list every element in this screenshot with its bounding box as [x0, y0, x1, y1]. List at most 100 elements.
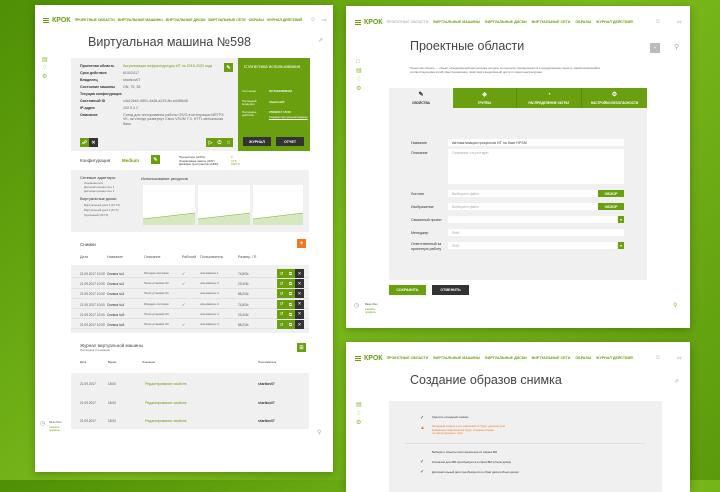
project-select[interactable]: Сбербанк Казахстана — [448, 216, 617, 223]
save-button[interactable]: СОХРАНИТЬ — [389, 285, 426, 295]
col-header[interactable]: Описание — [144, 255, 161, 259]
table-row[interactable]: 21.09.2017 10:00 Снимок №3 После установ… — [71, 289, 309, 299]
browse-logo-button[interactable]: ОБЗОР — [598, 190, 624, 197]
check-icon[interactable]: ✓ — [182, 271, 186, 276]
export-icon[interactable]: ⇗ — [674, 379, 680, 385]
folder-icon[interactable]: □ — [356, 59, 360, 65]
table-row[interactable]: 21.09.2017 18:00 Редактирование свойств … — [71, 377, 309, 391]
description-input[interactable]: Описание отсутствует — [448, 149, 624, 184]
copy-icon[interactable]: ⧉ — [286, 299, 295, 309]
restore-icon[interactable]: ↺ — [277, 309, 286, 319]
copy-icon[interactable]: ⧉ — [286, 279, 295, 289]
edit-button[interactable]: ✎ — [224, 63, 233, 72]
nav-item[interactable]: ЖУРНАЛ ДЕЙСТВИЙ — [596, 20, 633, 24]
stats-icon[interactable]: ▤ — [356, 402, 362, 408]
add-button[interactable]: + — [650, 43, 660, 53]
nav-item[interactable]: ОБРАЗЫ — [575, 356, 592, 360]
col-header[interactable]: Название — [107, 255, 124, 259]
stats-icon[interactable]: ▤ — [356, 68, 362, 74]
logo[interactable]: КРОК — [52, 16, 71, 24]
stats-sub[interactable]: Создание виртуальной машины — [269, 115, 308, 119]
journal-list-button[interactable]: ☰ — [297, 343, 306, 352]
nav-item[interactable]: ВИРТУАЛЬНЫЕ МАШИНЫ — [433, 356, 481, 360]
nav-item[interactable]: ЖУРНАЛ ДЕЙСТВИЙ — [266, 18, 302, 22]
copy-icon[interactable]: ⧉ — [286, 289, 295, 299]
restore-icon[interactable]: ↺ — [277, 299, 286, 309]
col-header[interactable]: Операция — [142, 360, 156, 364]
journal-operation[interactable]: Редактирование свойств — [145, 400, 187, 405]
check-icon[interactable]: ✓ — [182, 301, 186, 307]
check-icon[interactable]: ✓ — [182, 281, 186, 287]
stats-icon[interactable]: ▤ — [42, 57, 48, 63]
check-icon[interactable]: ✓ — [420, 469, 425, 475]
delete-icon[interactable]: ✕ — [295, 289, 304, 299]
menu-icon[interactable] — [355, 355, 361, 361]
restore-icon[interactable]: ↺ — [277, 279, 286, 289]
tab-properties[interactable]: ✎ СВОЙСТВА — [389, 88, 453, 108]
logout-icon[interactable]: ⇨ — [676, 355, 682, 362]
tab-security[interactable]: ⚙ НАСТРОЙКИ БЕЗОПАСНОСТИ — [582, 88, 647, 108]
add-snapshot-button[interactable]: + — [297, 239, 306, 248]
restore-icon[interactable]: ↺ — [277, 269, 286, 278]
check-icon[interactable]: ✓ — [182, 322, 186, 327]
col-header[interactable]: Дата — [80, 255, 88, 259]
edit-config-button[interactable]: ✎ — [151, 155, 160, 164]
bell-icon[interactable]: ♢ — [42, 65, 48, 71]
change-profile-link[interactable]: Сменить профиль — [49, 426, 60, 433]
user-icon[interactable]: ☺ — [654, 19, 661, 25]
tab-costs[interactable]: ◔ РАСПРЕДЕЛЕНИЕ ЗАТРАТ — [517, 88, 582, 108]
menu-icon[interactable] — [355, 19, 361, 25]
name-input[interactable]: Автоматизация процессов ИТ на базе HPSM — [448, 139, 624, 146]
search-icon[interactable]: ⚲ — [674, 44, 680, 51]
stop-button[interactable]: □ — [224, 138, 233, 147]
manager-input[interactable]: Shift — [448, 229, 624, 236]
user-icon[interactable]: ☺ — [309, 17, 316, 23]
delete-icon[interactable]: ✕ — [295, 269, 304, 278]
col-header[interactable]: Пользователь — [200, 255, 224, 259]
nav-item[interactable]: ПРОЕКТНЫЕ ОБЛАСТИ — [386, 20, 429, 24]
col-header[interactable]: Рабочий — [182, 255, 197, 259]
nav-item[interactable]: ВИРТУАЛЬНЫЕ МАШИНЫ — [433, 20, 481, 24]
gear-icon[interactable]: ⚙ — [356, 420, 362, 426]
journal-operation[interactable]: Редактирование свойств — [145, 382, 187, 386]
nav-item[interactable]: ВИРТУАЛЬНЫЕ ДИСКИ — [485, 20, 527, 24]
table-row[interactable]: 21.09.2017 18:00 Редактирование свойств … — [71, 414, 309, 428]
report-button[interactable]: ОТЧЕТ — [276, 137, 304, 146]
tab-groups[interactable]: ◈ ГРУППЫ — [453, 88, 517, 108]
nav-item[interactable]: ЖУРНАЛ ДЕЙСТВИЙ — [596, 356, 633, 360]
nav-item[interactable]: ОБРАЗЫ — [575, 20, 592, 24]
journal-button[interactable]: ЖУРНАЛ — [243, 137, 271, 146]
copy-icon[interactable]: ⧉ — [286, 320, 295, 329]
logo[interactable]: КРОК — [364, 18, 383, 26]
delete-icon[interactable]: ✕ — [295, 320, 304, 329]
gear-icon[interactable]: ⚙ — [42, 74, 48, 80]
logo-input[interactable]: Выберите файл — [448, 190, 598, 197]
nav-item[interactable]: ВИРТУАЛЬНЫЕ СЕТИ — [531, 20, 571, 24]
nav-item[interactable]: ПРОЕКТНЫЕ ОБЛАСТИ — [386, 356, 429, 360]
table-row[interactable]: 21.09.2017 10:00 Снимок №1 Исходное сост… — [71, 269, 309, 279]
restore-icon[interactable]: ↺ — [277, 289, 286, 299]
responsible-input[interactable]: Shift — [448, 242, 617, 249]
chevron-down-icon[interactable]: ▾ — [618, 216, 624, 223]
col-header[interactable]: Размер, Гб — [238, 255, 257, 259]
logout-icon[interactable]: ⇨ — [321, 17, 327, 24]
bell-icon[interactable]: ♢ — [356, 77, 362, 83]
logout-icon[interactable]: ⇨ — [676, 19, 682, 26]
hint-icon[interactable]: ⚲ — [673, 303, 678, 309]
bell-icon[interactable]: ♢ — [356, 411, 362, 417]
hint-icon[interactable]: ⚲ — [317, 430, 322, 436]
delete-icon[interactable]: ✕ — [295, 279, 304, 289]
delete-icon[interactable]: ✕ — [295, 309, 304, 319]
nav-item[interactable]: ВИРТУАЛЬНЫЕ СЕТИ — [531, 356, 571, 360]
nav-item[interactable]: ВИРТУАЛЬНЫЕ СЕТИ — [208, 18, 246, 22]
lock-button[interactable]: ☍ — [80, 138, 89, 147]
logo[interactable]: КРОК — [364, 354, 383, 362]
copy-icon[interactable]: ⧉ — [286, 269, 295, 278]
info-value[interactable]: Актуализация инфраструктуры ИТ на 2016-2… — [123, 64, 213, 68]
delete-button[interactable]: ✕ — [89, 138, 98, 147]
col-header[interactable]: Время — [108, 360, 117, 364]
user-icon[interactable]: ☺ — [654, 355, 661, 361]
nav-item[interactable]: ВИРТУАЛЬНЫЕ МАШИНЫ — [117, 18, 163, 22]
browse-image-button[interactable]: ОБЗОР — [598, 203, 624, 210]
nav-item[interactable]: ВИРТУАЛЬНЫЕ ДИСКИ — [165, 18, 206, 22]
